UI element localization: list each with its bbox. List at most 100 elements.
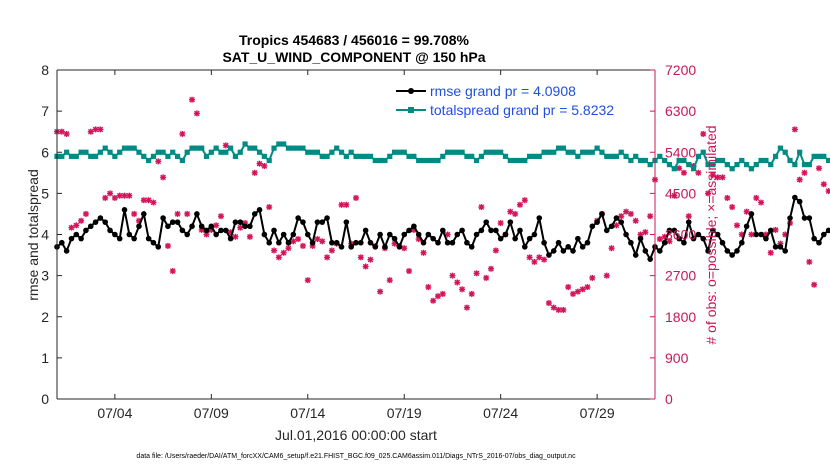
rmse-point xyxy=(796,198,803,205)
obs-marker xyxy=(758,199,765,206)
totalspread-point xyxy=(213,145,219,151)
obs-marker xyxy=(627,210,634,217)
totalspread-point xyxy=(281,141,287,147)
totalspread-point xyxy=(739,157,745,164)
totalspread-point xyxy=(338,149,345,155)
totalspread-point xyxy=(488,149,494,155)
rmse-point xyxy=(806,215,813,221)
rmse-point xyxy=(415,231,422,238)
totalspread-point xyxy=(700,149,706,155)
rmse-point xyxy=(155,244,162,250)
obs-marker xyxy=(213,222,220,229)
left-tick-label: 3 xyxy=(41,268,49,284)
totalspread-series xyxy=(54,141,830,172)
obs-marker xyxy=(719,174,726,181)
left-tick-label: 4 xyxy=(41,227,49,243)
totalspread-point xyxy=(391,149,398,155)
totalspread-point xyxy=(334,145,340,151)
rmse-point xyxy=(820,231,827,238)
obs-marker xyxy=(140,197,147,204)
obs-marker xyxy=(290,238,297,245)
x-tick-label: 07/24 xyxy=(483,405,518,421)
obs-marker xyxy=(483,274,490,281)
right-tick-label: 0 xyxy=(665,391,673,407)
rmse-point xyxy=(531,231,538,238)
obs-marker xyxy=(613,222,620,229)
obs-marker xyxy=(63,130,70,137)
totalspread-point xyxy=(797,149,803,155)
left-tick-label: 6 xyxy=(41,144,49,160)
rmse-point xyxy=(502,231,509,238)
legend-spread-label: totalspread grand pr = 5.8232 xyxy=(430,102,614,118)
obs-marker xyxy=(377,288,384,295)
rmse-point xyxy=(454,231,461,238)
left-tick-label: 8 xyxy=(41,62,49,78)
totalspread-point xyxy=(353,153,359,159)
right-tick-label: 1800 xyxy=(665,309,696,325)
rmse-point xyxy=(174,219,181,225)
totalspread-point xyxy=(604,153,610,159)
totalspread-point xyxy=(141,153,147,159)
totalspread-point xyxy=(633,153,639,159)
rmse-point xyxy=(150,239,157,246)
obs-marker xyxy=(444,231,451,238)
obs-marker xyxy=(217,213,224,220)
obs-marker xyxy=(145,197,152,204)
totalspread-point xyxy=(117,149,123,155)
left-axis-ticks: 0 1 2 3 4 5 6 7 8 xyxy=(41,62,62,407)
obs-marker xyxy=(488,265,495,272)
totalspread-point xyxy=(425,157,431,164)
rmse-point xyxy=(251,211,258,217)
rmse-point xyxy=(763,235,769,242)
totalspread-point xyxy=(671,166,677,172)
obs-marker xyxy=(420,249,427,256)
totalspread-point xyxy=(531,153,538,159)
rmse-point xyxy=(488,227,494,234)
rmse-point xyxy=(816,239,822,246)
rmse-point xyxy=(227,235,234,242)
obs-marker xyxy=(767,249,774,256)
rmse-point xyxy=(599,211,605,217)
rmse-point xyxy=(386,231,393,238)
rmse-point xyxy=(247,223,253,230)
rmse-point xyxy=(555,239,562,246)
totalspread-point xyxy=(102,145,108,151)
obs-marker xyxy=(343,201,350,208)
obs-marker xyxy=(386,277,393,284)
totalspread-point xyxy=(589,149,595,155)
rmse-point xyxy=(314,219,321,225)
rmse-point xyxy=(613,215,620,221)
rmse-point xyxy=(338,244,345,250)
obs-marker xyxy=(820,181,827,188)
rmse-point xyxy=(700,235,707,242)
left-tick-label: 7 xyxy=(41,103,49,119)
obs-marker xyxy=(709,172,716,179)
totalspread-point xyxy=(290,145,296,151)
rmse-point xyxy=(642,248,649,254)
rmse-point xyxy=(367,239,374,246)
totalspread-point xyxy=(536,153,542,159)
rmse-point xyxy=(112,231,118,238)
rmse-point xyxy=(136,223,142,230)
totalspread-point xyxy=(189,145,195,151)
rmse-point xyxy=(411,223,417,230)
totalspread-point xyxy=(657,153,663,159)
legend-rmse-label: rmse grand pr = 4.0908 xyxy=(430,83,576,99)
left-axis-label: rmse and totalspread xyxy=(25,169,41,301)
rmse-point xyxy=(575,235,581,242)
totalspread-point xyxy=(271,145,277,151)
totalspread-point xyxy=(580,149,586,155)
obs-marker xyxy=(733,222,740,229)
rmse-point xyxy=(782,248,789,254)
rmse-point xyxy=(242,223,248,230)
rmse-point xyxy=(753,231,760,238)
totalspread-point xyxy=(734,161,740,168)
obs-marker xyxy=(700,130,707,137)
rmse-point xyxy=(719,239,726,246)
totalspread-point xyxy=(309,149,316,155)
totalspread-point xyxy=(806,161,812,168)
totalspread-point xyxy=(613,153,620,159)
obs-marker xyxy=(671,192,678,199)
totalspread-point xyxy=(165,153,171,159)
